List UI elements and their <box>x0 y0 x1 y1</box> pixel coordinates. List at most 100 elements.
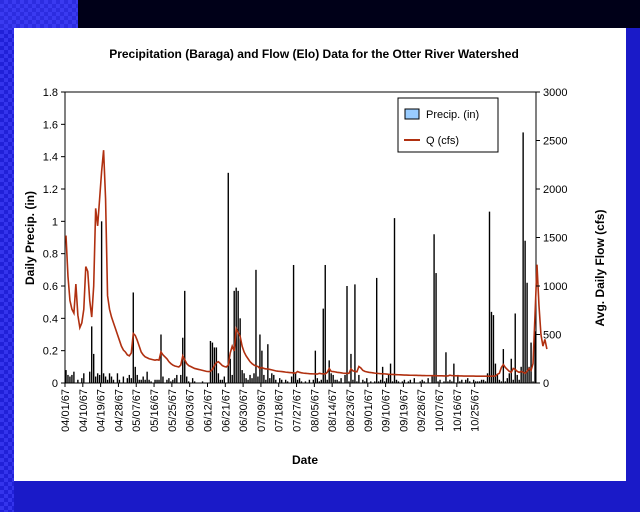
precip-bar <box>304 381 307 383</box>
x-axis-tick-label: 10/16/67 <box>452 389 464 432</box>
precip-bar <box>154 379 156 383</box>
precip-bar <box>300 381 303 383</box>
precip-bar <box>104 376 107 383</box>
precip-bar <box>381 366 384 383</box>
precip-bar <box>437 381 439 383</box>
precip-bar <box>326 379 328 383</box>
precip-bar <box>308 379 311 383</box>
precip-bar <box>364 381 366 383</box>
precip-bar <box>358 374 360 383</box>
precip-bar <box>502 349 505 383</box>
precip-bar <box>318 381 320 383</box>
precip-bar <box>320 379 322 383</box>
x-axis-tick-label: 09/10/67 <box>381 389 393 432</box>
precip-bar <box>144 379 146 383</box>
left-axis-tick-label: 0.2 <box>43 346 58 358</box>
precip-bar <box>229 358 231 383</box>
chart: Precipitation (Baraga) and Flow (Elo) Da… <box>23 47 607 467</box>
precip-bar <box>431 376 433 383</box>
precip-bar <box>237 290 239 383</box>
precip-bar <box>217 373 220 383</box>
precip-bar <box>65 370 67 383</box>
right-axis: 0 500 1000 1500 2000 2500 3000 <box>536 87 567 390</box>
x-axis-tick-label: 06/30/67 <box>238 389 250 432</box>
precip-bar <box>528 366 530 383</box>
x-axis-tick-label: 04/01/67 <box>60 389 72 432</box>
background-pattern <box>0 0 78 30</box>
precip-bar <box>340 378 342 383</box>
precip-bar <box>387 374 390 383</box>
precip-bar <box>255 269 257 383</box>
precip-bar <box>344 374 346 383</box>
precip-bar <box>385 378 388 383</box>
right-axis-tick-label: 2000 <box>543 184 567 196</box>
precip-bar <box>366 378 368 383</box>
precip-bar <box>102 373 105 383</box>
precip-bar <box>482 379 485 383</box>
precip-bar <box>461 379 463 383</box>
precip-bar <box>176 374 178 383</box>
precip-bar <box>269 378 271 383</box>
x-axis-tick-label: 09/28/67 <box>416 389 428 432</box>
precip-bar <box>356 381 358 383</box>
precip-bar <box>94 376 97 383</box>
precip-bar <box>488 211 491 383</box>
precip-bar <box>265 379 267 383</box>
x-axis-tick-label: 05/16/67 <box>149 389 161 432</box>
precip-bar <box>377 381 380 383</box>
precip-bar <box>534 331 536 383</box>
left-axis-tick-label: 1.4 <box>43 152 58 164</box>
precip-bar <box>259 334 261 383</box>
precip-bar <box>243 373 245 383</box>
precip-bar <box>134 366 136 383</box>
precip-bar <box>443 381 445 383</box>
precip-bar <box>476 381 479 383</box>
precip-bar <box>267 344 269 383</box>
precip-bar <box>472 379 475 383</box>
y-axis-label-left: Daily Precip. (in) <box>23 191 37 285</box>
precip-bar <box>257 376 259 383</box>
precip-bar <box>484 381 487 383</box>
left-axis-tick-label: 0.6 <box>43 281 58 293</box>
precip-bar <box>383 381 386 383</box>
x-axis-tick-label: 07/27/67 <box>292 389 304 432</box>
precip-bar <box>338 381 340 383</box>
precip-bar <box>186 376 188 383</box>
precip-bar <box>421 379 423 383</box>
precip-bar <box>118 379 121 383</box>
precip-bar <box>451 381 453 383</box>
chart-panel: Precipitation (Baraga) and Flow (Elo) Da… <box>14 28 626 481</box>
legend-label-precip: Precip. (in) <box>426 109 479 121</box>
precip-bar <box>346 286 348 383</box>
precip-bar <box>512 379 514 383</box>
x-axis-tick-label: 07/18/67 <box>274 389 286 432</box>
left-axis-tick-label: 1.6 <box>43 119 58 131</box>
precip-bar <box>439 379 441 383</box>
left-axis-tick-label: 1 <box>52 216 58 228</box>
left-axis-tick-label: 1.2 <box>43 184 58 196</box>
precip-bar <box>504 381 507 383</box>
left-axis-tick-label: 1.8 <box>43 87 58 99</box>
precip-bar <box>447 381 449 383</box>
left-axis: 0 0.2 0.4 0.6 0.8 1 1.2 1.4 1.6 1.8 <box>43 87 65 390</box>
precip-bar <box>435 273 437 383</box>
precip-bar <box>172 379 174 383</box>
x-axis-tick-label: 04/28/67 <box>113 389 125 432</box>
precip-bar <box>112 379 115 383</box>
precip-bar <box>128 374 131 383</box>
left-axis-tick-label: 0.8 <box>43 249 58 261</box>
chart-title: Precipitation (Baraga) and Flow (Elo) Da… <box>109 47 519 61</box>
precip-bar <box>296 379 299 383</box>
precip-bar <box>518 379 520 383</box>
precip-bar <box>492 315 495 383</box>
precip-bar <box>494 363 497 383</box>
precip-bar <box>490 311 493 383</box>
right-axis-tick-label: 1500 <box>543 233 567 245</box>
flow-line-group <box>65 150 548 378</box>
precip-bar <box>403 379 406 383</box>
precip-bar <box>286 381 289 383</box>
flow-line <box>65 150 548 378</box>
precip-bar <box>532 381 534 383</box>
precip-bar <box>174 378 176 383</box>
precip-bar <box>77 379 79 383</box>
